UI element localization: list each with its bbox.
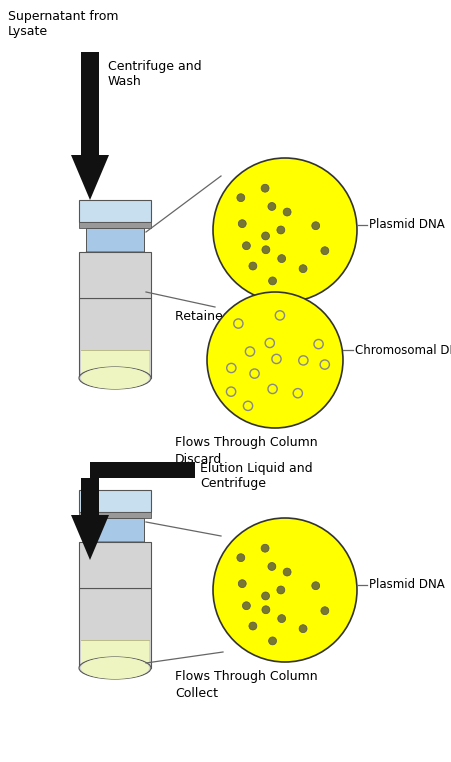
Polygon shape (86, 252, 144, 280)
Circle shape (268, 637, 276, 645)
Circle shape (261, 184, 268, 192)
Circle shape (277, 615, 285, 623)
Ellipse shape (81, 367, 149, 389)
Circle shape (276, 226, 284, 234)
Circle shape (261, 592, 269, 600)
Ellipse shape (81, 657, 149, 679)
Circle shape (261, 606, 269, 613)
Circle shape (212, 518, 356, 662)
Circle shape (320, 247, 328, 255)
Bar (102, 280, 128, 298)
Circle shape (236, 554, 244, 562)
Circle shape (299, 264, 306, 273)
Polygon shape (86, 542, 144, 570)
Circle shape (242, 602, 250, 610)
Text: Flows Through Column
Discard: Flows Through Column Discard (175, 436, 317, 466)
Bar (86, 228, 144, 252)
Circle shape (267, 203, 275, 210)
Ellipse shape (79, 657, 151, 679)
Bar (86, 518, 144, 542)
Circle shape (238, 219, 246, 228)
Circle shape (282, 568, 290, 576)
Bar (81, 478, 99, 515)
Circle shape (249, 262, 256, 270)
Bar (81, 640, 149, 668)
Circle shape (277, 255, 285, 263)
Circle shape (249, 622, 256, 630)
Text: Plasmid DNA: Plasmid DNA (368, 219, 444, 232)
Circle shape (268, 277, 276, 285)
Circle shape (207, 292, 342, 428)
Bar (79, 298, 151, 378)
Bar (79, 490, 151, 512)
Bar (79, 542, 151, 588)
Text: Chromosomal DNA: Chromosomal DNA (354, 344, 451, 357)
Circle shape (261, 246, 269, 254)
Bar (79, 222, 151, 228)
Bar (81, 350, 149, 378)
Polygon shape (71, 515, 109, 560)
Text: Flows Through Column
Collect: Flows Through Column Collect (175, 670, 317, 700)
Bar (102, 570, 128, 588)
Polygon shape (71, 155, 109, 200)
Circle shape (242, 242, 250, 250)
Circle shape (276, 586, 284, 594)
Bar (79, 512, 151, 518)
Bar (79, 252, 151, 298)
Ellipse shape (79, 367, 151, 389)
Circle shape (238, 580, 246, 588)
Bar (79, 588, 151, 668)
Circle shape (236, 194, 244, 202)
Text: Elution Liquid and
Centrifuge: Elution Liquid and Centrifuge (199, 462, 312, 490)
Circle shape (311, 581, 319, 590)
Text: Supernatant from
Lysate: Supernatant from Lysate (8, 10, 118, 38)
Text: Centrifuge and
Wash: Centrifuge and Wash (108, 60, 201, 88)
Text: Retained in Column: Retained in Column (175, 310, 297, 323)
Circle shape (320, 607, 328, 615)
Circle shape (311, 222, 319, 229)
Circle shape (267, 562, 275, 571)
Bar (79, 200, 151, 222)
Circle shape (261, 544, 268, 552)
Text: Plasmid DNA: Plasmid DNA (368, 578, 444, 591)
Circle shape (282, 208, 290, 216)
Circle shape (212, 158, 356, 302)
Bar (81, 52, 99, 155)
Circle shape (261, 232, 269, 240)
Circle shape (299, 625, 306, 632)
Bar (90, 462, 194, 478)
